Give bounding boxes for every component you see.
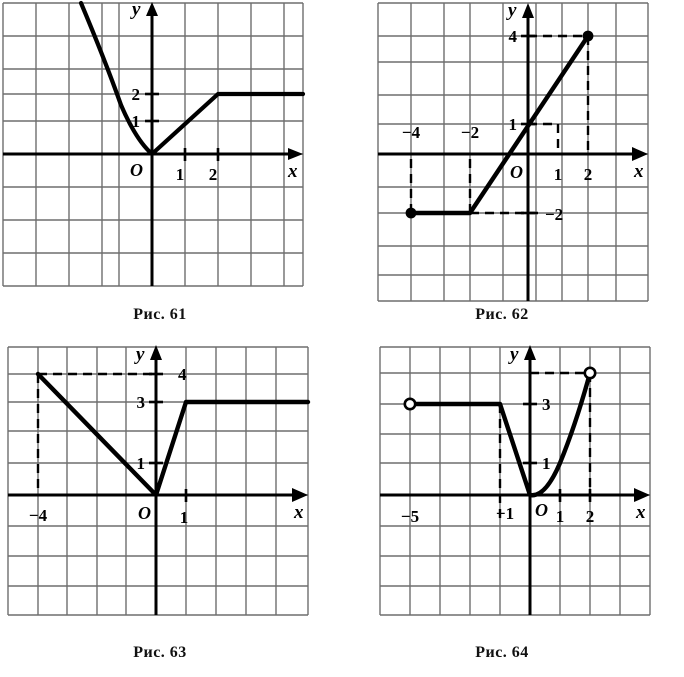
x-tick-label--2: −2	[461, 123, 479, 142]
x-tick-label--4: −4	[402, 123, 421, 142]
x-tick-label--5: −5	[401, 507, 419, 526]
axis-ticks	[523, 402, 592, 502]
y-tick-label-4: 4	[509, 27, 518, 46]
dashed-guides	[409, 34, 590, 215]
figure-64-caption: Рис. 64	[475, 644, 529, 661]
x-tick-label-1: 1	[554, 165, 563, 184]
x-axis	[8, 488, 308, 502]
x-tick-label-2: 2	[586, 507, 595, 526]
figure-62-plot: y x O −4 −2 1 2 4 1 −2	[377, 0, 649, 302]
figure-61-plot: y x O 1 2 1 2	[2, 0, 306, 287]
y-tick-label-3: 3	[137, 393, 146, 412]
x-tick-label--4: −4	[29, 506, 48, 525]
y-axis-label: y	[130, 0, 141, 20]
x-axis	[3, 148, 303, 160]
x-axis-label: x	[293, 502, 304, 523]
y-tick-label-2: 2	[132, 85, 141, 104]
x-tick-label-1: 1	[176, 165, 185, 184]
origin-label: O	[510, 162, 523, 182]
y-axis	[146, 2, 158, 286]
y-tick-label-1: 1	[132, 112, 141, 131]
y-axis	[524, 345, 536, 615]
x-axis-label: x	[287, 161, 298, 182]
figure-63-plot: y x O −4 1 4 3 1	[7, 344, 311, 616]
x-axis-label: x	[633, 161, 644, 182]
y-tick-label-3: 3	[542, 395, 551, 414]
y-tick-label--2: −2	[545, 205, 563, 224]
x-axis	[380, 488, 650, 502]
x-axis	[378, 147, 648, 161]
x-axis-label: x	[635, 502, 646, 523]
curve-piecewise	[35, 371, 311, 498]
curve-line-and-plateau	[149, 91, 306, 157]
y-tick-label-4: 4	[178, 365, 187, 384]
x-tick-label-1: 1	[180, 508, 189, 527]
origin-label: O	[138, 503, 151, 523]
figure-63-caption: Рис. 63	[133, 644, 187, 661]
x-tick-label--1: −1	[496, 504, 514, 523]
y-tick-label-1: 1	[509, 115, 518, 134]
y-axis	[522, 3, 534, 301]
curve-piecewise	[408, 33, 591, 216]
origin-label: O	[535, 500, 548, 520]
x-tick-label-2: 2	[584, 165, 593, 184]
curve-parabola-branch	[78, 0, 155, 157]
endpoint-marker-open-left	[403, 397, 417, 411]
endpoint-marker-filled-left	[405, 207, 417, 219]
axis-ticks	[145, 92, 220, 161]
dashed-guides	[498, 371, 592, 518]
y-tick-label-1: 1	[542, 454, 551, 473]
figure-62: y x O −4 −2 1 2 4 1 −2	[342, 0, 662, 338]
grid-lines	[379, 346, 651, 616]
curve-plateau-and-drop	[407, 401, 533, 498]
x-tick-label-2: 2	[209, 165, 218, 184]
origin-label: O	[130, 160, 143, 180]
curve-parabola-branch	[527, 370, 593, 498]
figure-61: y x O 1 2 1 2	[0, 0, 320, 338]
y-axis-label: y	[134, 344, 145, 365]
endpoint-marker-filled-right	[582, 30, 594, 42]
figure-64-plot: y x O −5 −1 1 2 3 1	[379, 344, 651, 616]
endpoint-marker-open-right	[583, 366, 597, 380]
figure-64: y x O −5 −1 1 2 3 1	[342, 338, 662, 677]
figure-63: y x O −4 1 4 3 1	[0, 338, 320, 677]
x-tick-label-1: 1	[556, 507, 565, 526]
y-axis-label: y	[508, 344, 519, 365]
dashed-guides	[36, 372, 156, 495]
figure-61-caption: Рис. 61	[133, 306, 187, 323]
figure-62-caption: Рис. 62	[475, 306, 529, 323]
y-axis-label: y	[506, 0, 517, 21]
y-tick-label-1: 1	[137, 454, 146, 473]
